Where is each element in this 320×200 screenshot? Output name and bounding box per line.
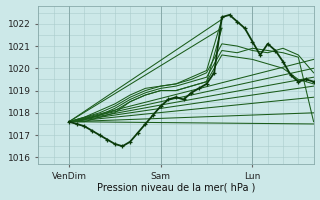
X-axis label: Pression niveau de la mer( hPa ): Pression niveau de la mer( hPa )	[97, 182, 255, 192]
